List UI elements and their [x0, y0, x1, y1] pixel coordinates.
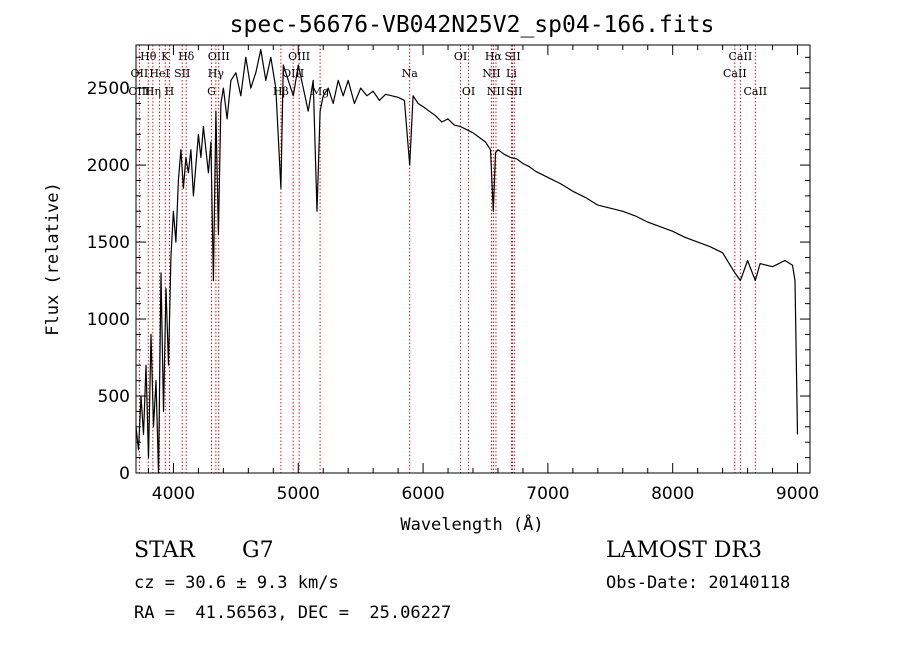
redshift-cz: cz = 30.6 ± 9.3 km/s [134, 573, 339, 593]
x-tick-label: 5000 [277, 484, 320, 504]
y-tick-label: 2000 [87, 156, 130, 176]
x-tick-label: 6000 [401, 484, 444, 504]
line-label: Hθ [140, 50, 157, 63]
y-tick-label: 1000 [87, 310, 130, 330]
line-label: OII [131, 67, 149, 80]
chart-title: spec-56676-VB042N25V2_sp04-166.fits [230, 12, 715, 38]
object-subclass: G7 [242, 538, 274, 563]
line-label: CaII [743, 85, 767, 98]
line-label: G [207, 85, 216, 98]
line-label: Hη [145, 85, 161, 98]
plot-frame [135, 44, 811, 474]
line-label: OIII [208, 50, 230, 63]
line-label: Mg [311, 85, 329, 98]
line-label: NII [487, 85, 505, 98]
line-label: CaII [729, 50, 753, 63]
x-axis-ticks: 4000 5000 6000 7000 8000 9000 [147, 45, 819, 504]
x-axis-label: Wavelength (Å) [400, 513, 543, 535]
y-axis-label: Flux (relative) [43, 182, 63, 336]
y-axis-ticks: 0 500 1000 1500 2000 2500 [87, 56, 810, 484]
y-tick-label: 2500 [87, 79, 130, 99]
line-label: Na [402, 67, 419, 80]
x-tick-label: 9000 [776, 484, 819, 504]
line-label: H [165, 85, 175, 98]
line-label: Hβ [273, 85, 289, 98]
line-label: OIII [128, 85, 150, 98]
y-tick-label: 1500 [87, 233, 130, 253]
emission-line-markers [138, 45, 756, 473]
line-label: OI [462, 85, 475, 98]
line-label: Hδ [178, 50, 195, 63]
line-label: CaII [723, 67, 747, 80]
line-label: OI [454, 50, 467, 63]
line-label: Hγ [208, 67, 225, 80]
line-label: K [161, 50, 170, 63]
survey-name: LAMOST DR3 [606, 538, 762, 563]
line-label: NII [482, 67, 500, 80]
line-label: SII [506, 85, 522, 98]
object-class: STAR [134, 538, 195, 563]
line-label: OIII [288, 50, 310, 63]
y-tick-label: 500 [98, 387, 130, 407]
observation-date: Obs-Date: 20140118 [606, 573, 791, 593]
line-label: Hα [485, 50, 503, 63]
line-label: HeI [149, 67, 169, 80]
line-label: Li [506, 67, 517, 80]
y-tick-label: 0 [119, 464, 130, 484]
coordinates: RA = 41.56563, DEC = 25.06227 [134, 603, 452, 623]
x-tick-label: 7000 [526, 484, 569, 504]
line-label: SII [504, 50, 520, 63]
line-label: SII [174, 67, 190, 80]
x-tick-label: 8000 [651, 484, 694, 504]
flux-series-line [135, 49, 799, 474]
x-tick-label: 4000 [152, 484, 195, 504]
